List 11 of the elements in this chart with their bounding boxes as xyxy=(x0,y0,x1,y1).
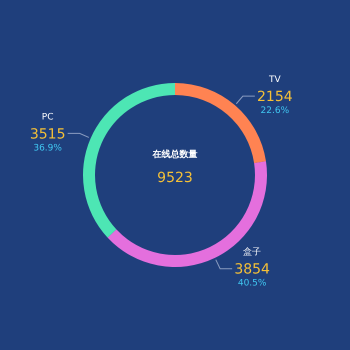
data-label: 3515 xyxy=(30,126,66,142)
data-label: 2154 xyxy=(257,89,293,106)
text: 22.6% xyxy=(260,106,290,116)
data-label: 3854 xyxy=(234,262,270,278)
slice-label: PC xyxy=(42,112,54,122)
text: 9523 xyxy=(157,170,193,186)
text: 在线总数量 xyxy=(152,149,198,160)
text: 36.9% xyxy=(33,143,62,154)
slice-label: TV xyxy=(268,75,282,86)
slice-label: 盒子 xyxy=(243,246,262,258)
text: 40.5% xyxy=(238,278,267,289)
